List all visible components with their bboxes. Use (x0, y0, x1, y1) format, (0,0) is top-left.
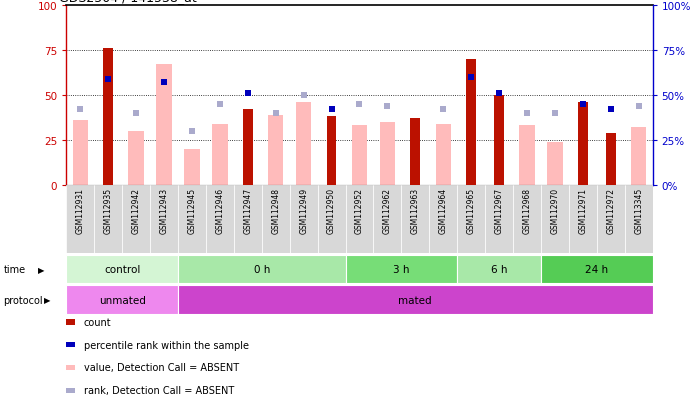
Text: ▶: ▶ (44, 295, 50, 304)
Bar (625, 185, 653, 254)
Bar (631, 128, 646, 185)
Bar (541, 185, 569, 254)
Text: GSM112946: GSM112946 (216, 188, 224, 233)
Bar (346, 185, 373, 254)
Bar (578, 103, 588, 185)
Bar (457, 185, 485, 254)
Bar (541, 256, 653, 284)
Bar (73, 121, 88, 185)
Bar (429, 185, 457, 254)
Text: GSM113345: GSM113345 (634, 188, 643, 234)
Bar (234, 185, 262, 254)
Text: time: time (3, 265, 26, 275)
Bar (346, 256, 457, 284)
Bar (401, 185, 429, 254)
Bar (268, 115, 283, 185)
Bar (436, 124, 451, 185)
Bar (156, 65, 172, 185)
Bar (206, 185, 234, 254)
Bar (128, 131, 144, 185)
Text: rank, Detection Call = ABSENT: rank, Detection Call = ABSENT (84, 385, 234, 395)
Text: count: count (84, 317, 112, 327)
Text: GSM112949: GSM112949 (299, 188, 308, 233)
Text: 3 h: 3 h (393, 265, 410, 275)
Text: mated: mated (399, 295, 432, 305)
Bar (122, 185, 150, 254)
Bar (606, 133, 616, 185)
Bar (466, 59, 476, 185)
Text: GSM112964: GSM112964 (439, 188, 447, 233)
Text: percentile rank within the sample: percentile rank within the sample (84, 340, 248, 350)
Text: unmated: unmated (98, 295, 146, 305)
Text: GSM112971: GSM112971 (579, 188, 587, 233)
Text: value, Detection Call = ABSENT: value, Detection Call = ABSENT (84, 363, 239, 373)
Text: GSM112962: GSM112962 (383, 188, 392, 233)
Bar (178, 286, 653, 314)
Text: 0 h: 0 h (253, 265, 270, 275)
Text: GSM112931: GSM112931 (76, 188, 84, 233)
Text: GSM112942: GSM112942 (132, 188, 140, 233)
Text: GSM112970: GSM112970 (551, 188, 559, 233)
Bar (66, 256, 178, 284)
Text: GSM112965: GSM112965 (467, 188, 475, 233)
Bar (103, 49, 113, 185)
Text: GSM112952: GSM112952 (355, 188, 364, 233)
Bar (212, 124, 228, 185)
Bar (380, 123, 395, 185)
Bar (547, 142, 563, 185)
Bar (178, 185, 206, 254)
Text: protocol: protocol (3, 295, 43, 305)
Bar (373, 185, 401, 254)
Text: control: control (104, 265, 140, 275)
Bar (457, 256, 541, 284)
Bar (494, 95, 504, 185)
Bar (178, 256, 346, 284)
Bar (184, 150, 200, 185)
Text: GSM112950: GSM112950 (327, 188, 336, 233)
Bar (410, 119, 420, 185)
Bar (327, 117, 336, 185)
Text: GSM112947: GSM112947 (244, 188, 252, 233)
Bar (597, 185, 625, 254)
Text: 24 h: 24 h (585, 265, 609, 275)
Bar (519, 126, 535, 185)
Bar (569, 185, 597, 254)
Text: 6 h: 6 h (491, 265, 507, 275)
Text: GSM112968: GSM112968 (523, 188, 531, 233)
Bar (94, 185, 122, 254)
Text: GSM112945: GSM112945 (188, 188, 196, 233)
Bar (290, 185, 318, 254)
Text: GSM112943: GSM112943 (160, 188, 168, 233)
Bar (352, 126, 367, 185)
Bar (513, 185, 541, 254)
Text: GSM112972: GSM112972 (607, 188, 615, 233)
Bar (262, 185, 290, 254)
Text: GSM112967: GSM112967 (495, 188, 503, 233)
Bar (485, 185, 513, 254)
Text: ▶: ▶ (38, 265, 45, 274)
Text: GSM112948: GSM112948 (272, 188, 280, 233)
Text: GSM112963: GSM112963 (411, 188, 419, 233)
Bar (243, 110, 253, 185)
Text: GDS2504 / 141538_at: GDS2504 / 141538_at (59, 0, 197, 4)
Text: GSM112935: GSM112935 (104, 188, 112, 233)
Bar (150, 185, 178, 254)
Bar (66, 286, 178, 314)
Bar (318, 185, 346, 254)
Bar (66, 185, 94, 254)
Bar (296, 103, 311, 185)
